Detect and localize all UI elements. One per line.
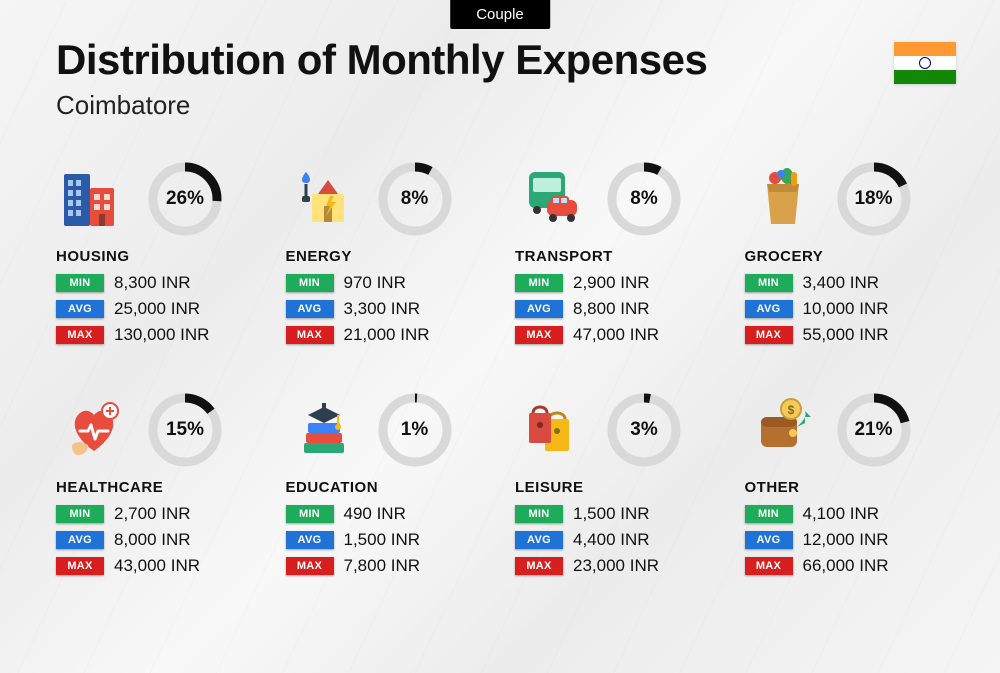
avg-value: 8,800 INR — [573, 299, 650, 319]
category-name: GROCERY — [745, 248, 957, 265]
min-value: 2,700 INR — [114, 504, 191, 524]
education-icon — [286, 395, 362, 465]
min-badge: MIN — [745, 274, 793, 292]
min-value: 4,100 INR — [803, 504, 880, 524]
percent-label: 1% — [376, 391, 454, 469]
percent-donut: 8% — [605, 160, 683, 238]
percent-donut: 1% — [376, 391, 454, 469]
min-value: 8,300 INR — [114, 273, 191, 293]
max-value: 66,000 INR — [803, 556, 889, 576]
subtitle-city: Coimbatore — [56, 90, 944, 121]
category-name: EDUCATION — [286, 479, 498, 496]
leisure-icon — [515, 395, 591, 465]
expense-card-energy: 8% ENERGY MIN 970 INR AVG 3,300 INR MAX … — [286, 160, 498, 351]
min-value: 1,500 INR — [573, 504, 650, 524]
category-name: HEALTHCARE — [56, 479, 268, 496]
avg-value: 1,500 INR — [344, 530, 421, 550]
min-badge: MIN — [56, 274, 104, 292]
other-icon: $ — [745, 395, 821, 465]
category-name: TRANSPORT — [515, 248, 727, 265]
expense-card-leisure: 3% LEISURE MIN 1,500 INR AVG 4,400 INR M… — [515, 391, 727, 582]
expense-grid: 26% HOUSING MIN 8,300 INR AVG 25,000 INR… — [56, 160, 956, 582]
expense-card-education: 1% EDUCATION MIN 490 INR AVG 1,500 INR M… — [286, 391, 498, 582]
percent-label: 26% — [146, 160, 224, 238]
avg-value: 8,000 INR — [114, 530, 191, 550]
max-value: 47,000 INR — [573, 325, 659, 345]
min-badge: MIN — [515, 505, 563, 523]
avg-value: 25,000 INR — [114, 299, 200, 319]
max-badge: MAX — [56, 557, 104, 575]
avg-badge: AVG — [56, 300, 104, 318]
max-badge: MAX — [745, 557, 793, 575]
max-badge: MAX — [56, 326, 104, 344]
percent-label: 18% — [835, 160, 913, 238]
percent-donut: 21% — [835, 391, 913, 469]
percent-donut: 18% — [835, 160, 913, 238]
expense-card-healthcare: 15% HEALTHCARE MIN 2,700 INR AVG 8,000 I… — [56, 391, 268, 582]
min-badge: MIN — [515, 274, 563, 292]
percent-label: 8% — [605, 160, 683, 238]
max-value: 21,000 INR — [344, 325, 430, 345]
percent-donut: 26% — [146, 160, 224, 238]
category-name: ENERGY — [286, 248, 498, 265]
percent-label: 15% — [146, 391, 224, 469]
min-badge: MIN — [286, 505, 334, 523]
min-value: 970 INR — [344, 273, 406, 293]
page-title: Distribution of Monthly Expenses — [56, 36, 944, 84]
max-badge: MAX — [515, 326, 563, 344]
percent-label: 21% — [835, 391, 913, 469]
household-tag: Couple — [450, 0, 550, 29]
avg-badge: AVG — [515, 531, 563, 549]
max-value: 7,800 INR — [344, 556, 421, 576]
avg-badge: AVG — [745, 531, 793, 549]
healthcare-icon — [56, 395, 132, 465]
min-badge: MIN — [745, 505, 793, 523]
max-value: 23,000 INR — [573, 556, 659, 576]
max-value: 130,000 INR — [114, 325, 209, 345]
category-name: LEISURE — [515, 479, 727, 496]
expense-card-transport: 8% TRANSPORT MIN 2,900 INR AVG 8,800 INR… — [515, 160, 727, 351]
max-value: 55,000 INR — [803, 325, 889, 345]
transport-icon — [515, 164, 591, 234]
category-name: HOUSING — [56, 248, 268, 265]
avg-badge: AVG — [286, 300, 334, 318]
india-flag-icon — [894, 42, 956, 84]
avg-value: 4,400 INR — [573, 530, 650, 550]
expense-card-housing: 26% HOUSING MIN 8,300 INR AVG 25,000 INR… — [56, 160, 268, 351]
percent-donut: 8% — [376, 160, 454, 238]
avg-badge: AVG — [515, 300, 563, 318]
expense-card-other: $ 21% OTHER MIN 4,100 INR AVG 12,000 INR… — [745, 391, 957, 582]
category-name: OTHER — [745, 479, 957, 496]
min-value: 2,900 INR — [573, 273, 650, 293]
avg-badge: AVG — [286, 531, 334, 549]
max-badge: MAX — [286, 326, 334, 344]
max-value: 43,000 INR — [114, 556, 200, 576]
housing-icon — [56, 164, 132, 234]
percent-donut: 15% — [146, 391, 224, 469]
expense-card-grocery: 18% GROCERY MIN 3,400 INR AVG 10,000 INR… — [745, 160, 957, 351]
avg-value: 12,000 INR — [803, 530, 889, 550]
min-value: 490 INR — [344, 504, 406, 524]
max-badge: MAX — [515, 557, 563, 575]
svg-text:$: $ — [787, 403, 794, 417]
min-badge: MIN — [56, 505, 104, 523]
max-badge: MAX — [745, 326, 793, 344]
min-value: 3,400 INR — [803, 273, 880, 293]
percent-donut: 3% — [605, 391, 683, 469]
avg-value: 10,000 INR — [803, 299, 889, 319]
percent-label: 8% — [376, 160, 454, 238]
header: Distribution of Monthly Expenses Coimbat… — [56, 36, 944, 121]
avg-badge: AVG — [56, 531, 104, 549]
max-badge: MAX — [286, 557, 334, 575]
avg-badge: AVG — [745, 300, 793, 318]
grocery-icon — [745, 164, 821, 234]
percent-label: 3% — [605, 391, 683, 469]
min-badge: MIN — [286, 274, 334, 292]
energy-icon — [286, 164, 362, 234]
avg-value: 3,300 INR — [344, 299, 421, 319]
